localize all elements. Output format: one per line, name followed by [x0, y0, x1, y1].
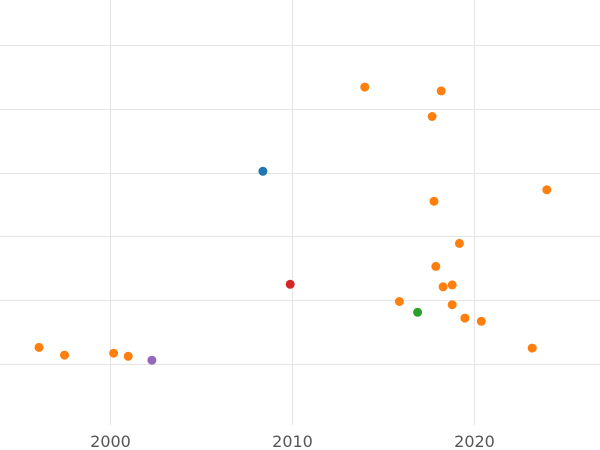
scatter-point: [527, 343, 537, 353]
x-tick-label: 2020: [454, 432, 495, 450]
scatter-point: [447, 300, 457, 310]
scatter-point: [460, 313, 470, 323]
scatter-point: [147, 355, 157, 365]
scatter-point: [438, 282, 448, 292]
scatter-point: [413, 307, 423, 317]
scatter-point: [34, 342, 44, 352]
x-tick-label: 2000: [90, 432, 131, 450]
scatter-point: [123, 351, 133, 361]
scatter-point: [60, 350, 69, 360]
scatter-point: [360, 82, 370, 92]
scatter-point: [109, 348, 119, 358]
x-axis-tick-labels: 2000 2010 2020: [90, 432, 495, 450]
scatter-point: [258, 166, 268, 176]
scatter-point: [454, 238, 464, 248]
x-tick-label: 2010: [272, 432, 313, 450]
scatter-point: [285, 279, 295, 289]
scatter-point: [427, 112, 437, 121]
grid-lines: [0, 0, 600, 425]
scatter-point: [394, 297, 404, 306]
scatter-point: [542, 185, 552, 195]
scatter-point: [476, 316, 486, 326]
scatter-point: [436, 86, 446, 96]
scatter-point: [431, 261, 441, 271]
scatter-point: [447, 280, 457, 290]
scatter-point: [429, 196, 439, 206]
data-points: [34, 82, 552, 365]
